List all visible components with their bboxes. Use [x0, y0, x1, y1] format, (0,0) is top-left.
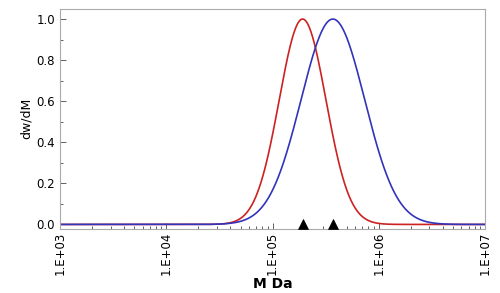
Y-axis label: dw/dM: dw/dM — [20, 98, 32, 139]
X-axis label: M Da: M Da — [252, 277, 292, 292]
